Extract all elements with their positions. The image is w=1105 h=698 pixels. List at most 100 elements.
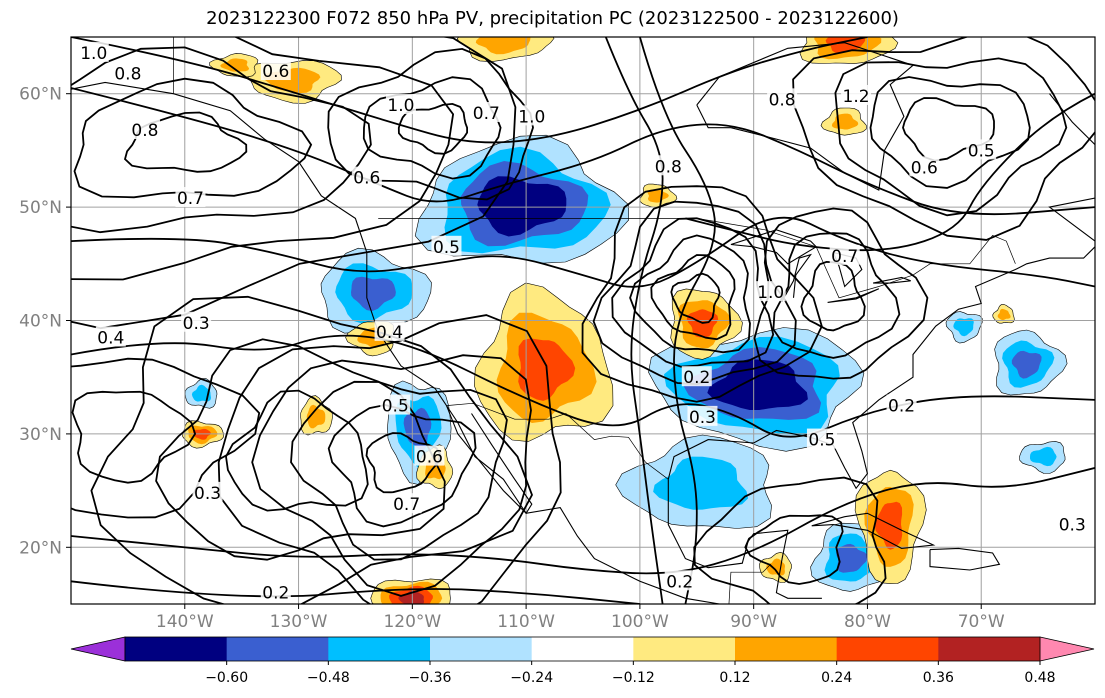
contour-label: 0.6 bbox=[353, 169, 380, 189]
colorbar-tick-label: −0.12 bbox=[612, 670, 655, 686]
contour-label-bg bbox=[374, 320, 405, 341]
contour-label: 0.8 bbox=[131, 121, 158, 141]
lat-tick-label: 30°N bbox=[19, 425, 62, 445]
contour-label-bg bbox=[653, 155, 684, 176]
pv-contour bbox=[592, 200, 797, 386]
contour-label-bg bbox=[78, 41, 109, 62]
colorbar-frame bbox=[124, 636, 1041, 662]
contour-label-bg bbox=[385, 94, 416, 115]
contour-label: 0.7 bbox=[473, 104, 500, 124]
colorbar-tick-label: −0.24 bbox=[510, 670, 553, 686]
contour-label: 0.2 bbox=[262, 584, 289, 604]
contour-label-bg bbox=[687, 405, 718, 426]
contour-label: 0.3 bbox=[689, 408, 716, 428]
coastline bbox=[730, 229, 818, 265]
colorbar-tick-label: −0.60 bbox=[205, 670, 248, 686]
contour-label-bg bbox=[129, 118, 160, 139]
contour-label-bg bbox=[260, 60, 291, 81]
contour-label-bg bbox=[181, 311, 212, 332]
lon-tick-label: 140°W bbox=[156, 612, 214, 632]
contour-label-bg bbox=[414, 445, 445, 466]
pv-contour bbox=[71, 334, 1095, 438]
contour-label-bg bbox=[681, 366, 712, 387]
contour-label: 0.7 bbox=[177, 189, 204, 209]
pv-contour bbox=[685, 92, 1095, 252]
contour-label-bg bbox=[767, 88, 798, 109]
contour-label-bg bbox=[909, 156, 940, 177]
contour-label-bg bbox=[260, 581, 291, 602]
contour-label: 0.7 bbox=[393, 495, 420, 515]
contour-label-bg bbox=[841, 84, 872, 105]
precip-band bbox=[351, 276, 396, 311]
contour-label: 0.3 bbox=[194, 484, 221, 504]
colorbar-tick-label: 0.48 bbox=[1024, 670, 1055, 686]
contour-label-bg bbox=[112, 62, 143, 83]
precip-band bbox=[997, 308, 1011, 321]
precip-band bbox=[653, 456, 749, 510]
pv-contour bbox=[71, 37, 455, 281]
pv-contour bbox=[73, 77, 313, 199]
pv-contour bbox=[581, 185, 823, 403]
pv-contour bbox=[869, 76, 1031, 189]
contour-label: 0.5 bbox=[808, 431, 835, 451]
coastline bbox=[827, 288, 880, 303]
pv-contour bbox=[327, 404, 477, 528]
pv-contour bbox=[670, 272, 721, 324]
pv-contour bbox=[800, 260, 866, 332]
pv-contour bbox=[251, 354, 532, 597]
colorbar-segment bbox=[125, 637, 228, 661]
precip-band bbox=[647, 189, 669, 203]
contour-label: 1.0 bbox=[757, 283, 784, 303]
pv-contour bbox=[71, 467, 1095, 575]
pv-contour bbox=[71, 216, 1095, 288]
pv-contour bbox=[123, 111, 248, 173]
contour-label: 0.5 bbox=[968, 141, 995, 161]
pv-contour bbox=[604, 37, 664, 604]
colorbar-tick-label: 0.12 bbox=[719, 670, 750, 686]
contour-label-bg bbox=[516, 105, 547, 126]
coastline bbox=[667, 246, 1095, 490]
contour-label: 0.8 bbox=[769, 90, 796, 110]
colorbar-segment bbox=[633, 637, 736, 661]
precip-band bbox=[191, 384, 211, 402]
pv-contour bbox=[71, 37, 868, 144]
contour-label-bg bbox=[829, 244, 860, 265]
contour-label: 0.2 bbox=[683, 368, 710, 388]
contour-label: 0.5 bbox=[433, 238, 460, 258]
pv-contour bbox=[71, 87, 1095, 216]
pv-contour bbox=[71, 37, 517, 330]
colorbar-segment bbox=[938, 637, 1041, 661]
contour-label: 0.3 bbox=[1059, 516, 1086, 536]
precip-band bbox=[398, 590, 425, 604]
contour-label-bg bbox=[471, 101, 502, 122]
contour-label-bg bbox=[351, 166, 382, 187]
colorbar-tick-label: −0.48 bbox=[307, 670, 350, 686]
lat-tick-label: 40°N bbox=[19, 312, 62, 332]
coastline bbox=[1048, 93, 1095, 242]
pv-contour bbox=[225, 389, 369, 512]
pv-contour bbox=[744, 514, 844, 585]
contour-label: 1.0 bbox=[518, 107, 545, 127]
lon-tick-label: 80°W bbox=[844, 612, 891, 632]
contour-label-bg bbox=[192, 481, 223, 502]
contour-label: 0.5 bbox=[382, 397, 409, 417]
pv-contour bbox=[693, 476, 887, 604]
contour-label-bg bbox=[380, 394, 411, 415]
contour-label: 0.3 bbox=[183, 314, 210, 334]
contour-label: 0.8 bbox=[655, 157, 682, 177]
precip-band bbox=[1030, 446, 1057, 467]
colorbar-tick-label: −0.36 bbox=[409, 670, 452, 686]
colorbar: −0.60 −0.48 −0.36 −0.24 −0.12 0.12 0.24 0.36 0.4… bbox=[70, 636, 1095, 686]
contour-label-bg bbox=[886, 394, 917, 415]
contour-label-bg bbox=[966, 139, 997, 160]
contour-label-bg bbox=[806, 428, 837, 449]
pv-contour bbox=[155, 338, 446, 561]
pv-contour bbox=[834, 57, 1068, 217]
contour-label: 0.6 bbox=[911, 158, 938, 178]
precip-band bbox=[874, 501, 903, 550]
precip-band bbox=[1011, 350, 1042, 379]
pv-contour bbox=[71, 357, 261, 519]
coastline bbox=[71, 81, 720, 604]
lat-tick-label: 20°N bbox=[19, 538, 62, 558]
